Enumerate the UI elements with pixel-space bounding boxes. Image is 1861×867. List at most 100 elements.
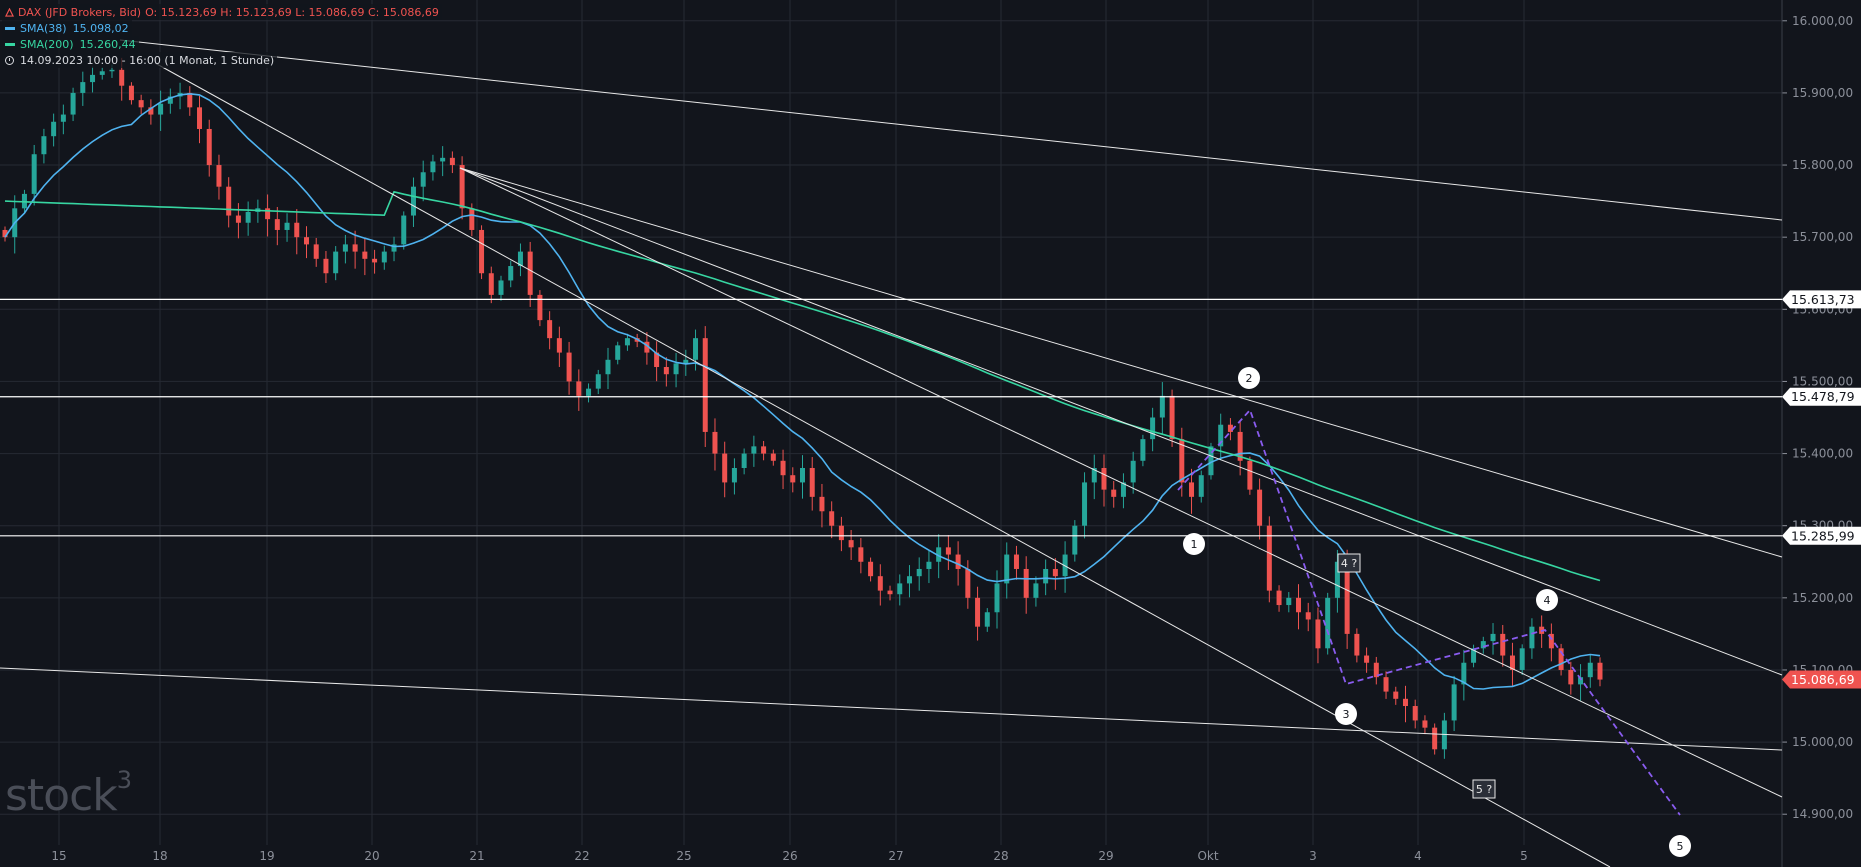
candle-body <box>644 341 650 353</box>
candle-body <box>1480 641 1486 649</box>
wave-label-circle[interactable] <box>1335 703 1357 725</box>
candle-body <box>1383 677 1389 692</box>
x-tick-label: 20 <box>364 849 379 863</box>
watermark-text: stock <box>5 770 118 821</box>
candle-body <box>1422 720 1428 728</box>
candle-body <box>391 244 397 252</box>
candle-body <box>187 92 193 108</box>
candle-body <box>848 540 854 548</box>
candle-body <box>449 157 455 166</box>
candle-body <box>624 338 630 346</box>
boxed-label-box[interactable] <box>1472 779 1496 799</box>
candle-body <box>1198 475 1204 497</box>
legend-sma38-row[interactable]: SMA(38) 15.098,02 <box>2 20 132 36</box>
candle-body <box>829 511 835 526</box>
x-tick-label: 29 <box>1098 849 1113 863</box>
candle-body <box>410 186 416 216</box>
boxed-label-text: 5 ? <box>1476 783 1492 796</box>
level-price-label: 15.478,79 <box>1791 389 1855 404</box>
candle-body <box>1120 482 1126 497</box>
legend-symbol-row[interactable]: DAX (JFD Brokers, Bid) O: 15.123,69 H: 1… <box>2 4 442 20</box>
x-tick-label: 4 <box>1414 849 1422 863</box>
candle-body <box>401 215 407 245</box>
candle-body <box>955 554 961 569</box>
candle-body <box>1130 460 1136 483</box>
level-price-label: 15.285,99 <box>1791 528 1855 543</box>
candle-body <box>430 161 436 173</box>
candle-body <box>216 165 222 187</box>
stock3-logo-watermark: stock3 <box>5 766 132 821</box>
candle-body <box>2 229 8 238</box>
candle-body <box>1432 727 1438 750</box>
wave-label-circle[interactable] <box>1238 367 1260 389</box>
candle-body <box>138 100 144 108</box>
candle-body <box>1325 597 1331 649</box>
x-tick-label: 3 <box>1309 849 1317 863</box>
candle-body <box>80 82 86 93</box>
candle-body <box>1461 662 1467 685</box>
chart-legend: DAX (JFD Brokers, Bid) O: 15.123,69 H: 1… <box>2 4 442 68</box>
candle-body <box>1354 633 1360 656</box>
x-tick-label: 18 <box>152 849 167 863</box>
candle-body <box>90 74 96 83</box>
wave-label-text: 1 <box>1191 538 1198 551</box>
candle-body <box>488 273 494 295</box>
y-tick-label: 15.400,00 <box>1792 447 1853 461</box>
candle-body <box>537 294 543 321</box>
x-tick-label: 21 <box>469 849 484 863</box>
wave-label-circle[interactable] <box>1536 589 1558 611</box>
wave-label-circle[interactable] <box>1669 835 1691 857</box>
candle-body <box>887 590 893 595</box>
candle-body <box>1004 554 1010 584</box>
candle-body <box>975 597 981 627</box>
wave-label-text: 3 <box>1343 708 1350 721</box>
candle-body <box>372 258 378 263</box>
y-tick-label: 16.000,00 <box>1792 14 1853 28</box>
wave-label-text: 4 <box>1544 594 1551 607</box>
candle-body <box>70 92 76 115</box>
candle-body <box>897 583 903 595</box>
candle-body <box>800 467 805 483</box>
candle-body <box>313 244 319 259</box>
candle-body <box>1091 467 1097 483</box>
candle-body <box>1548 633 1554 649</box>
candle-body <box>440 157 446 162</box>
candle-body <box>1111 489 1117 497</box>
wave-label-text: 2 <box>1246 372 1253 385</box>
last-price-tag <box>1782 670 1861 689</box>
candle-body <box>206 128 212 166</box>
candle-body <box>517 251 523 267</box>
candle-body <box>693 338 699 360</box>
candle-body <box>595 374 601 389</box>
candle-body <box>1519 648 1525 670</box>
legend-sma38-value: 15.098,02 <box>72 21 129 35</box>
candle-body <box>99 71 105 75</box>
candle-body <box>673 363 679 375</box>
clock-icon <box>5 55 14 65</box>
candle-body <box>342 244 348 252</box>
x-tick-label: 19 <box>259 849 274 863</box>
legend-period-row[interactable]: 14.09.2023 10:00 - 16:00 (1 Monat, 1 Stu… <box>2 52 278 68</box>
candle-body <box>1218 424 1224 447</box>
wave-label-circle[interactable] <box>1183 533 1205 555</box>
trendline <box>459 167 1783 798</box>
candle-body <box>877 576 883 591</box>
candle-body <box>965 568 971 598</box>
candle-body <box>1558 648 1564 670</box>
candle-body <box>1179 439 1185 483</box>
candle-body <box>167 96 173 104</box>
x-tick-label: 5 <box>1520 849 1528 863</box>
candle-body <box>158 103 164 115</box>
candle-body <box>945 547 951 555</box>
boxed-label-box[interactable] <box>1337 553 1361 573</box>
candle-body <box>1101 467 1107 490</box>
watermark-sup: 3 <box>116 766 132 794</box>
candle-body <box>683 359 689 364</box>
candle-body <box>1471 648 1477 663</box>
legend-sma200-row[interactable]: SMA(200) 15.260,44 <box>2 36 139 52</box>
candle-body <box>245 211 251 223</box>
candle-body <box>702 338 708 432</box>
y-tick-label: 15.000,00 <box>1792 735 1853 749</box>
candle-body <box>323 258 329 274</box>
